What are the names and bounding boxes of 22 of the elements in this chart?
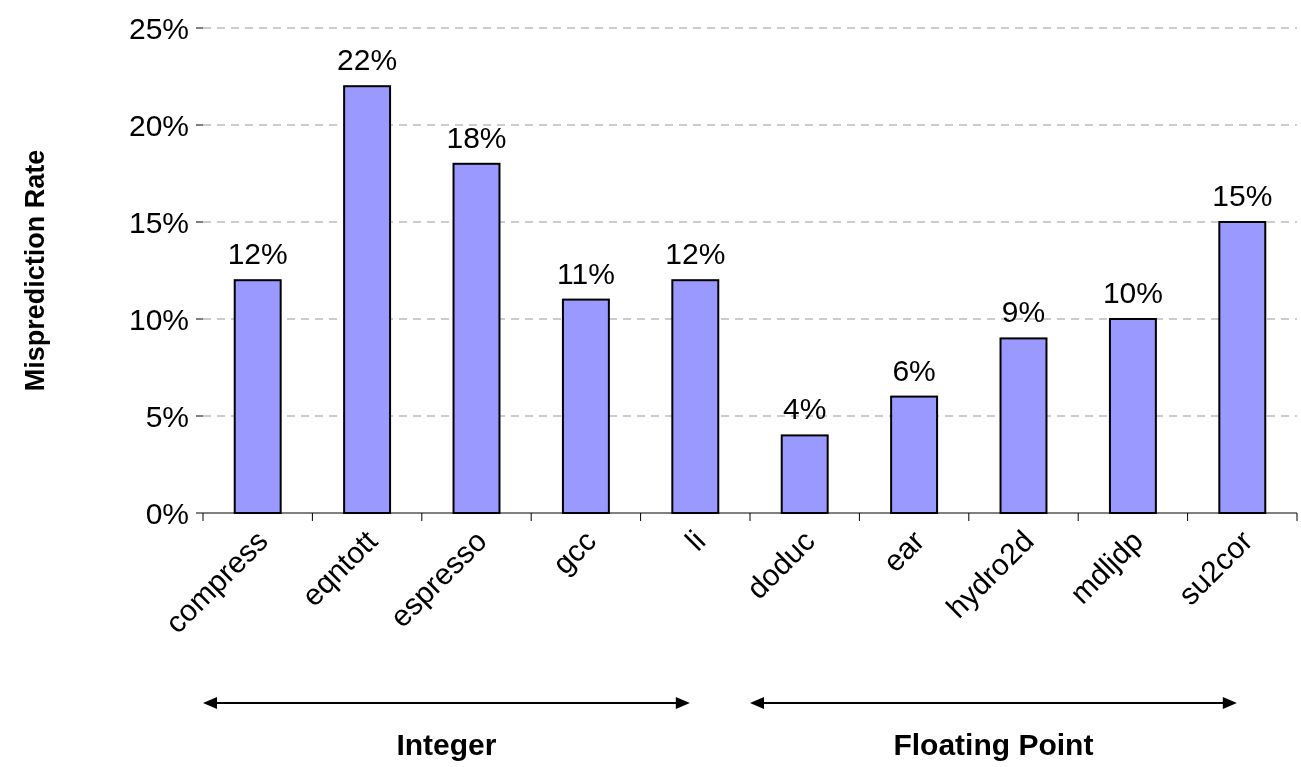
data-label: 9% — [1001, 295, 1046, 329]
data-label: 22% — [337, 43, 398, 77]
y-tick-label: 5% — [145, 399, 189, 433]
x-tick-label: li — [678, 523, 712, 557]
data-label: 6% — [892, 353, 936, 387]
y-tick-label: 25% — [128, 11, 189, 45]
data-label: 12% — [665, 237, 726, 271]
x-tick-label: gcc — [545, 523, 603, 581]
data-label: 10% — [1102, 276, 1163, 309]
y-tick-label: 15% — [128, 205, 189, 239]
y-tick-label: 10% — [128, 302, 189, 336]
data-label: 15% — [1212, 179, 1273, 212]
data-label: 4% — [783, 392, 827, 426]
data-label: 11% — [556, 256, 615, 290]
y-tick-label: 20% — [128, 108, 189, 142]
data-label: 12% — [227, 237, 288, 271]
text: Integer — [396, 728, 497, 761]
data-label: 18% — [446, 120, 507, 154]
text: Floating Point — [893, 728, 1094, 761]
x-tick-label: ear — [876, 523, 931, 578]
y-axis-title: Misprediction Rate — [20, 149, 50, 392]
y-tick-label: 0% — [145, 496, 189, 530]
